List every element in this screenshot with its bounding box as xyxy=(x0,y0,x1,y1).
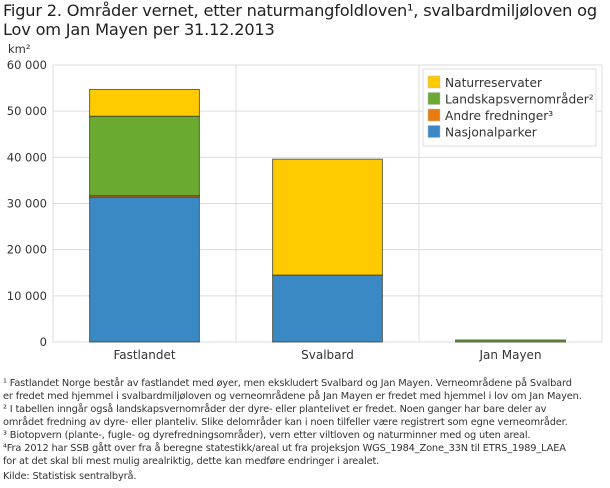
bar-fastlandet-landskapsvernområder xyxy=(89,115,200,197)
footnotes: ¹ Fastlandet Norge består av fastlandet … xyxy=(3,377,609,483)
y-tick-label: 10 000 xyxy=(7,289,47,303)
y-axis-ticks: 0 10 000 20 000 30 000 40 000 50 000 60 000 xyxy=(7,58,47,349)
footnote-line: ² I tabellen inngår også landskapsvernom… xyxy=(3,404,547,415)
x-category-label: Svalbard xyxy=(301,348,354,362)
legend-box xyxy=(422,68,597,147)
y-tick-label: 30 000 xyxy=(7,197,47,211)
y-tick-label: 0 xyxy=(40,335,47,349)
legend: Naturreservater Landskapsvernområder² Andr… xyxy=(422,68,597,147)
legend-label: Landskapsvernområder² xyxy=(445,93,594,107)
stacked-bar-chart: 0 10 000 20 000 30 000 40 000 50 000 60 000 Fa… xyxy=(7,58,603,362)
x-axis-categories: Fastlandet Svalbard Jan Mayen xyxy=(113,348,541,362)
x-category-label: Jan Mayen xyxy=(478,348,541,362)
bar-svalbard-nasjonalparker xyxy=(272,274,383,343)
bar-svalbard-naturreservater xyxy=(272,158,383,276)
footnote-line: er fredet med hjemmel i svalbardmiljølov… xyxy=(3,391,582,402)
bar-fastlandet-nasjonalparker xyxy=(89,196,200,343)
legend-label: Naturreservater xyxy=(445,76,543,90)
legend-swatch xyxy=(427,108,441,122)
footnote-line: ³ Biotopvern (plante-, fugle- og dyrefre… xyxy=(3,430,531,441)
y-tick-label: 50 000 xyxy=(7,104,47,118)
footnote-line: ¹ Fastlandet Norge består av fastlandet … xyxy=(3,378,572,389)
legend-label: Nasjonalparker xyxy=(445,126,538,140)
chart-title: Figur 2. Områder vernet, etter naturmang… xyxy=(3,1,597,39)
y-tick-label: 40 000 xyxy=(7,150,47,164)
legend-swatch xyxy=(427,125,441,138)
y-tick-label: 20 000 xyxy=(7,243,47,257)
legend-label: Andre fredninger³ xyxy=(445,109,553,123)
legend-swatch xyxy=(427,92,441,105)
bars xyxy=(89,88,566,343)
footnote-line: området fredning av dyre- eller planteli… xyxy=(3,417,568,428)
y-axis-unit-label: km² xyxy=(8,42,31,56)
bar-jan-mayen-landskapsvernområder xyxy=(455,339,566,343)
footnote-line: ⁴Fra 2012 har SSB gått over fra å beregn… xyxy=(3,443,566,454)
footnote-line: for at det skal bli mest mulig arealrikt… xyxy=(3,456,380,467)
x-category-label: Fastlandet xyxy=(113,348,175,362)
y-tick-label: 60 000 xyxy=(7,58,47,72)
legend-swatch xyxy=(427,75,441,89)
bar-fastlandet-naturreservater xyxy=(89,88,200,117)
source-note: Kilde: Statistisk sentralbyrå. xyxy=(3,471,137,482)
